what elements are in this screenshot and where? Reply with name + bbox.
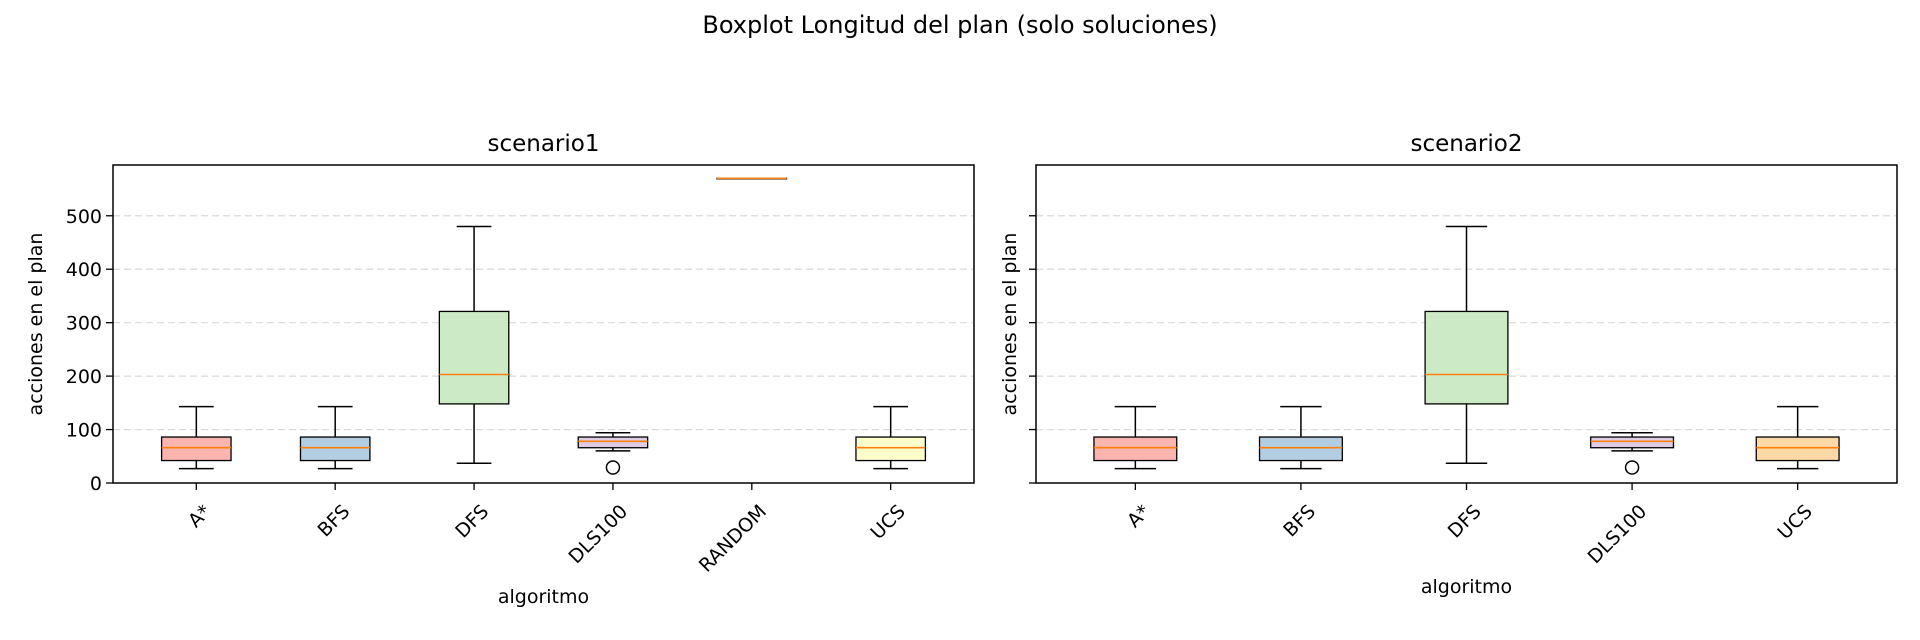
box-iqr [1590,436,1675,449]
box-iqr [855,436,927,462]
x-axis-label: algoritmo [498,586,589,608]
x-tick-label: UCS [867,501,910,544]
y-tick-label: 0 [90,473,102,495]
x-axis-label: algoritmo [1421,576,1512,598]
box-ucs [855,405,927,470]
y-tick-label: 100 [66,420,102,442]
box-bfs [299,405,371,470]
box-iqr [160,436,232,462]
x-tick-label: DLS100 [1584,501,1652,569]
box-iqr [577,436,649,449]
panel-title: scenario1 [487,131,599,157]
x-tick-label: DFS [451,501,493,543]
y-tick-label: 400 [66,259,102,281]
x-tick-label: BFS [1279,501,1320,542]
box-a [160,405,232,470]
scenario1-chart: 0 100 200 300 400 500 A* BFS DFS DLS100 RANDOM UCS s… [25,131,975,608]
box-dfs [1424,225,1509,464]
box-iqr [1258,436,1343,462]
figure-title: Boxplot Longitud del plan (solo solucion… [702,11,1217,39]
y-tick-label: 200 [66,366,102,388]
y-tick-label: 300 [66,313,102,335]
plot-frame [112,164,975,484]
plot-frame [1035,164,1898,484]
x-tick-label: DFS [1444,501,1486,543]
box-random [716,177,788,180]
x-tick-label: DLS100 [565,501,633,569]
panel-title: scenario2 [1410,131,1522,157]
box-iqr [1093,436,1178,462]
box-a [1093,405,1178,470]
box-iqr [1755,436,1840,462]
y-tick-label: 500 [66,206,102,228]
box-dls100 [577,432,649,475]
y-axis-label: acciones en el plan [999,233,1021,416]
box-bfs [1258,405,1343,470]
box-dfs [438,225,510,464]
outlier-point [1624,460,1640,475]
box-iqr [1424,310,1509,405]
y-axis-label: acciones en el plan [25,233,47,416]
x-tick-label: A* [1123,501,1154,532]
x-tick-label: BFS [314,501,355,542]
box-ucs [1755,405,1840,470]
x-tick-label: UCS [1774,501,1817,544]
box-iqr [438,310,510,405]
box-dls100 [1590,432,1675,475]
outlier-point [605,460,621,475]
x-tick-label: A* [184,501,215,532]
x-tick-label: RANDOM [695,501,771,577]
box-iqr [299,436,371,462]
scenario2-chart: A* BFS DFS DLS100 UCS scenario2 acciones en el… [999,131,1898,598]
